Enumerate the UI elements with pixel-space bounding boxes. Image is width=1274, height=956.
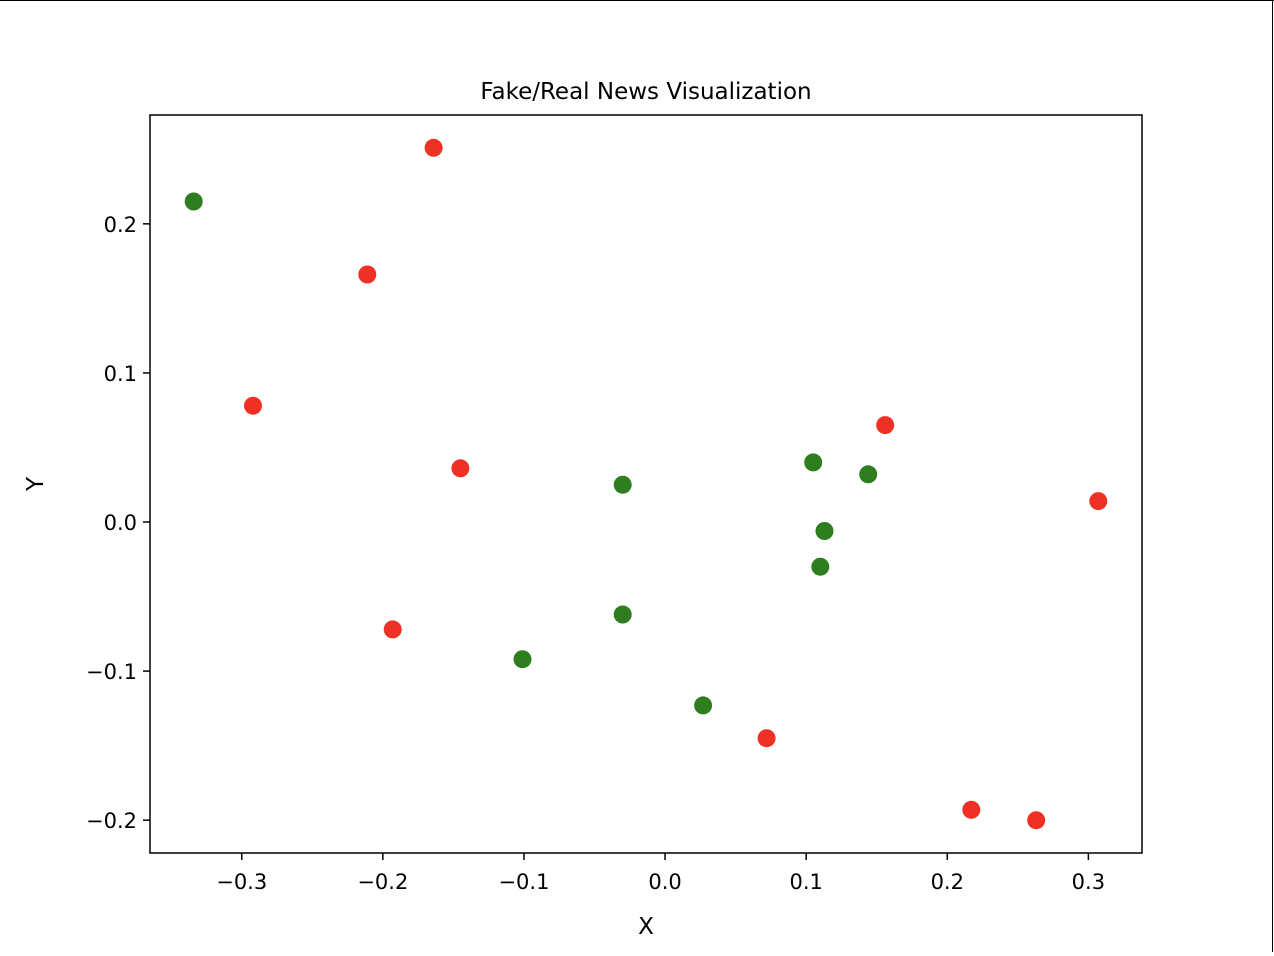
y-tick-label: −0.2 [86,809,137,833]
scatter-point [876,416,895,435]
scatter-point [383,620,402,639]
window-edge-right [1272,0,1273,952]
scatter-point [613,605,632,624]
window-edge-top [0,0,1274,1]
x-tick-label: −0.1 [498,870,549,894]
scatter-point [451,459,470,478]
x-tick-label: 0.0 [648,870,681,894]
data-points [184,138,1108,830]
scatter-point [811,557,830,576]
scatter-point [859,465,878,484]
scatter-point [358,265,377,284]
y-axis-ticks: −0.2 −0.1 0.0 0.1 0.2 [86,213,150,833]
x-tick-label: 0.1 [789,870,822,894]
x-tick-label: −0.3 [216,870,267,894]
x-axis-label: X [638,914,654,940]
scatter-point [1089,492,1108,511]
scatter-point [757,729,776,748]
y-axis-label: Y [23,476,49,492]
chart-title: Fake/Real News Visualization [480,79,811,105]
scatter-point [1027,811,1046,830]
x-tick-label: 0.2 [931,870,964,894]
x-axis-ticks: −0.3 −0.2 −0.1 0.0 0.1 0.2 0.3 [216,853,1105,894]
scatter-point [804,453,823,472]
plot-area-frame [149,114,1143,854]
y-tick-label: 0.0 [104,511,137,535]
scatter-point [694,696,713,715]
x-tick-label: −0.2 [357,870,408,894]
scatter-point [184,192,203,211]
y-tick-label: 0.2 [104,213,137,237]
scatter-point [962,800,981,819]
y-tick-label: −0.1 [86,660,137,684]
scatter-point [815,522,834,540]
scatter-point [513,650,532,669]
y-tick-label: 0.1 [104,362,137,386]
scatter-point [244,396,262,415]
scatter-point [613,475,632,494]
x-tick-label: 0.3 [1072,870,1105,894]
scatter-point [424,138,443,157]
